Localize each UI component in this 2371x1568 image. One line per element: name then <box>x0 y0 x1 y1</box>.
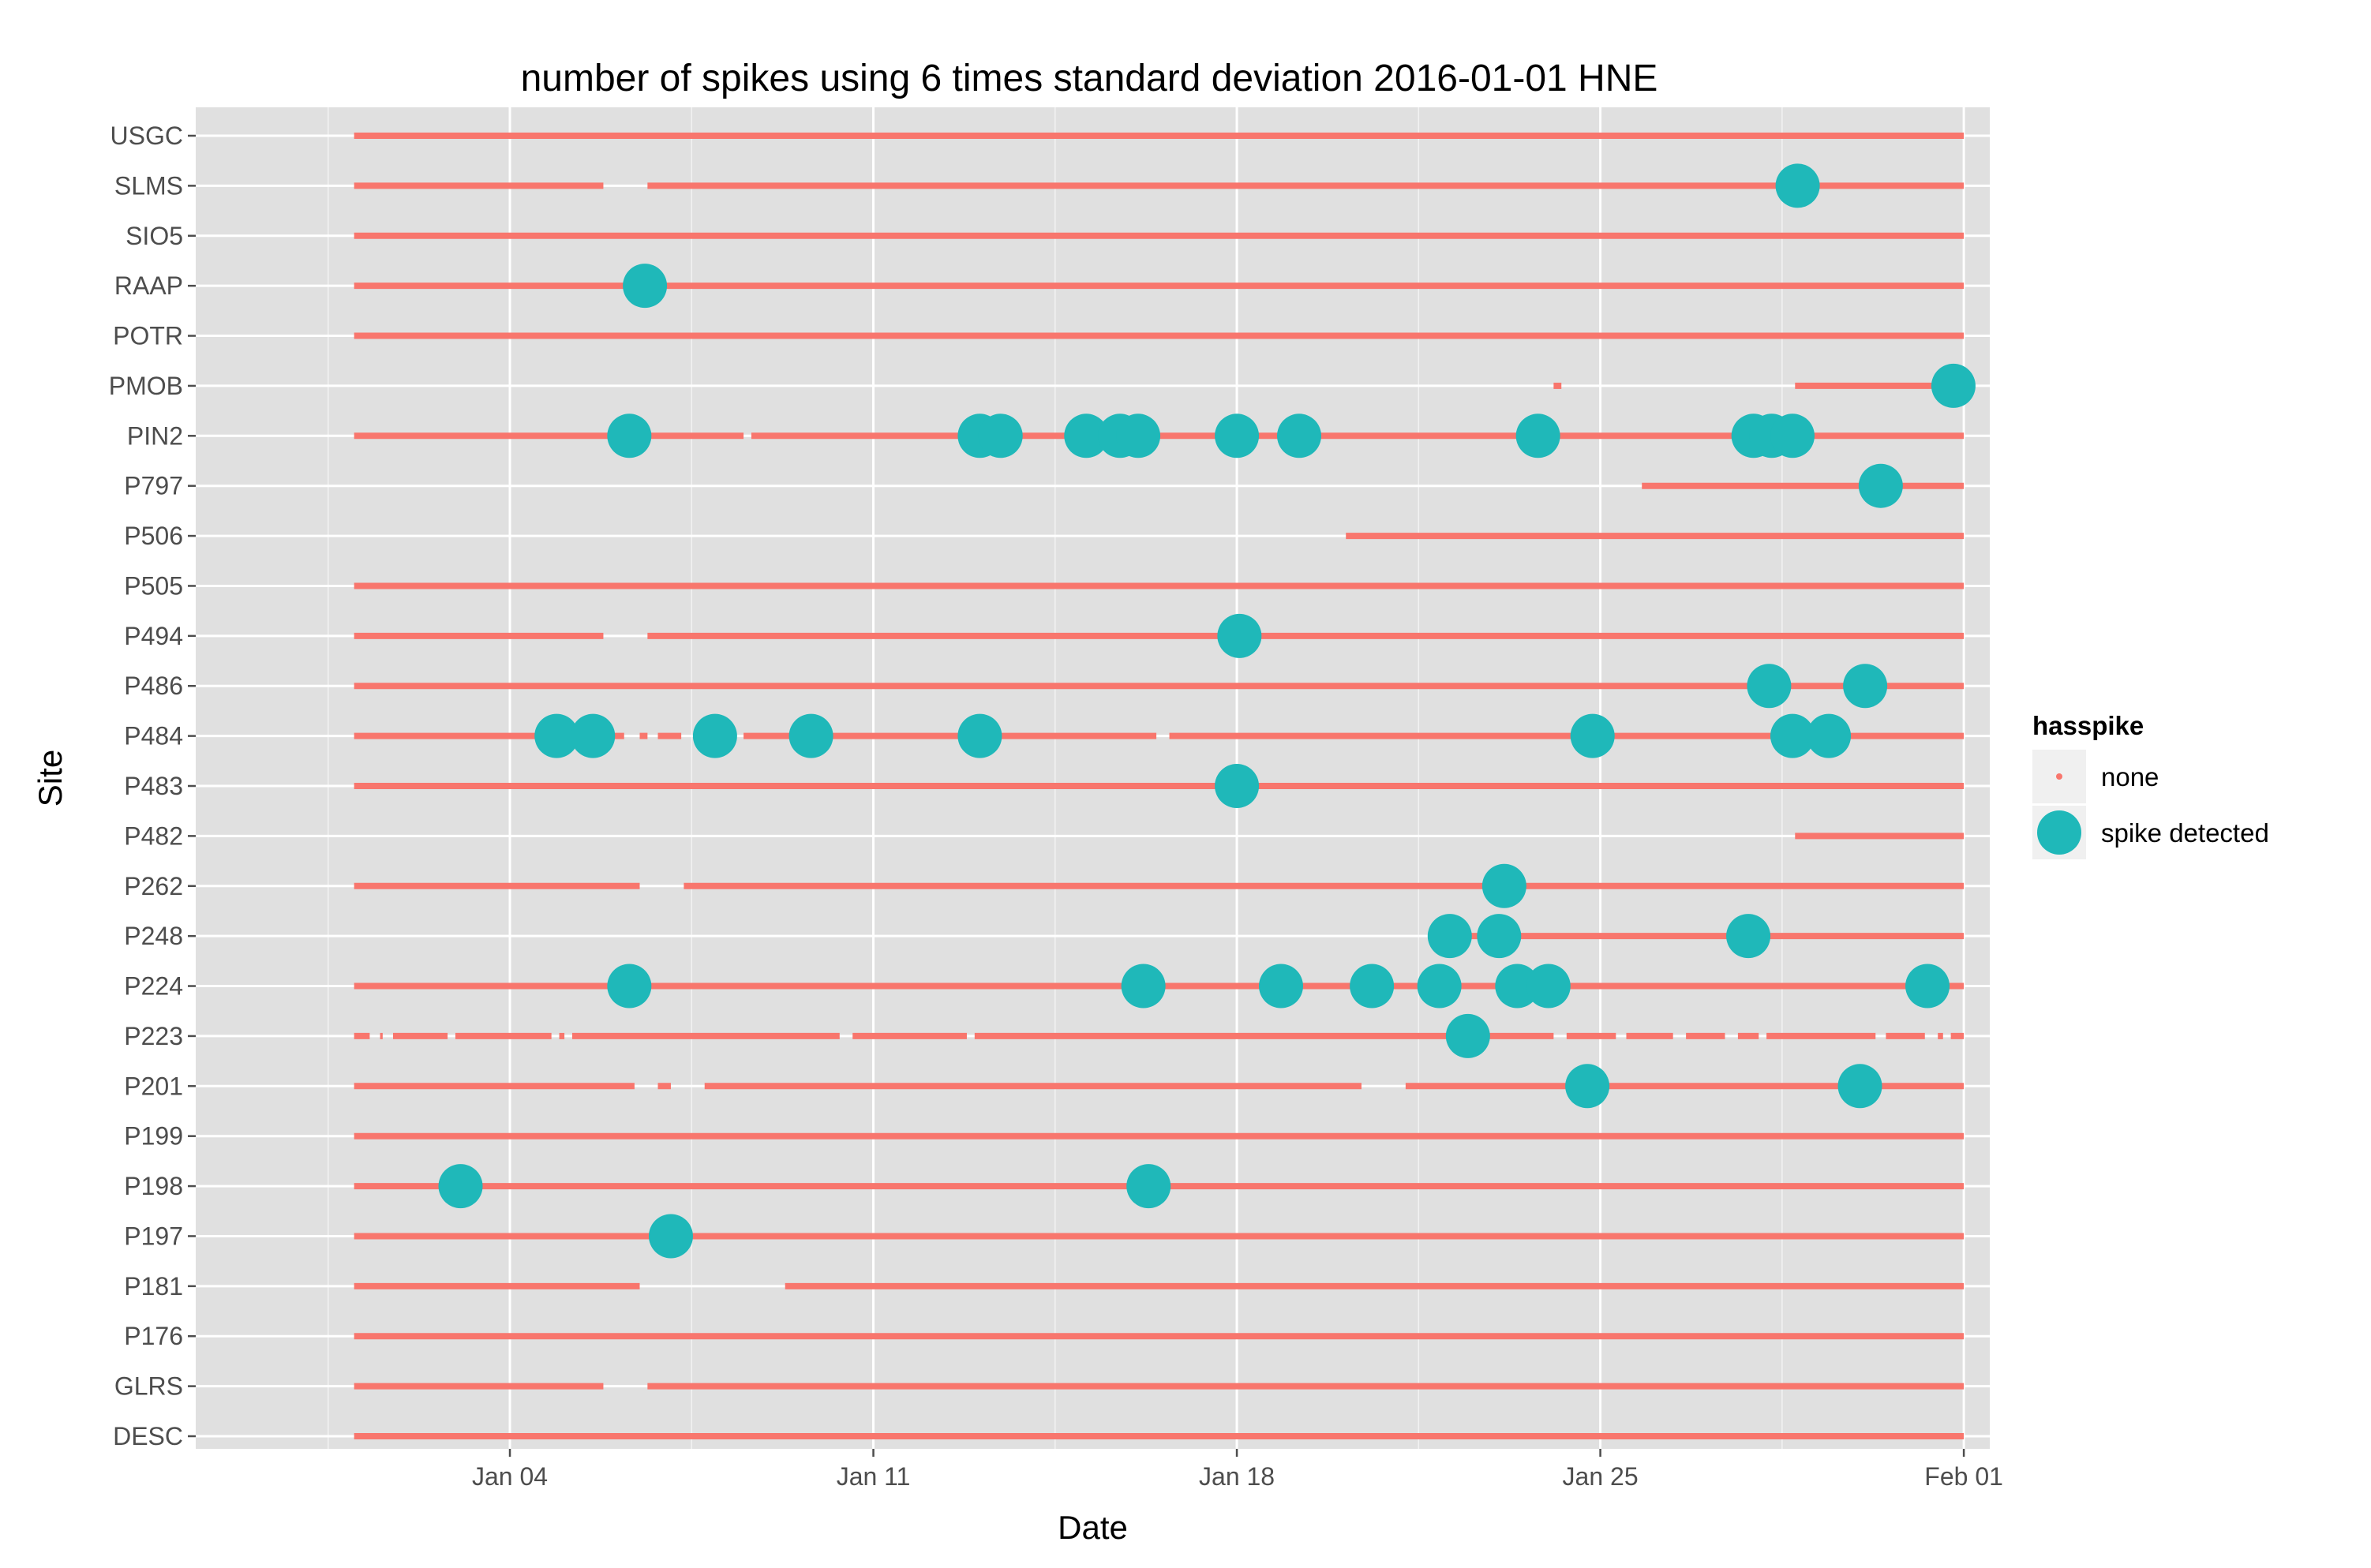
spike-point <box>1427 914 1472 959</box>
spike-point <box>957 713 1002 758</box>
spike-point <box>1770 414 1815 458</box>
spike-point <box>607 414 652 458</box>
y-tick-label: RAAP <box>114 271 183 300</box>
spike-point <box>1495 964 1540 1009</box>
spike-point <box>438 1164 483 1209</box>
spike-point <box>1126 1164 1171 1209</box>
spike-point <box>1215 414 1260 458</box>
spike-point <box>1258 964 1303 1009</box>
y-tick-label: USGC <box>110 122 183 150</box>
x-tick-label: Jan 11 <box>837 1462 911 1491</box>
x-tick-label: Feb 01 <box>1924 1462 2003 1491</box>
spike-point <box>978 414 1023 458</box>
spike-point <box>648 1214 693 1259</box>
y-tick-label: P482 <box>124 821 183 850</box>
spike-point <box>1350 964 1395 1009</box>
spike-point <box>623 264 668 309</box>
y-tick-label: P484 <box>124 722 183 750</box>
y-tick-label: GLRS <box>114 1372 183 1401</box>
spike-point <box>1445 1013 1490 1058</box>
y-axis-title: Site <box>32 750 69 806</box>
x-tick-label: Jan 04 <box>472 1462 548 1491</box>
y-tick-label: P505 <box>124 571 183 600</box>
spike-point <box>1843 664 1888 709</box>
minor-gridlines <box>328 107 1783 1449</box>
y-tick-label: POTR <box>113 322 183 350</box>
spike-point <box>1775 163 1820 208</box>
spike-point <box>692 713 737 758</box>
spike-point <box>1770 713 1815 758</box>
x-axis-title: Date <box>1058 1509 1128 1546</box>
spike-point <box>1858 463 1903 508</box>
y-tick-label: P506 <box>124 522 183 550</box>
y-tick-label: P224 <box>124 972 183 1001</box>
spike-point <box>607 964 652 1009</box>
y-tick-label: P262 <box>124 872 183 900</box>
y-tick-label: P797 <box>124 472 183 500</box>
legend-dot-spike <box>2037 810 2081 855</box>
y-tick-label: P223 <box>124 1022 183 1050</box>
spike-point <box>1747 664 1792 709</box>
y-tick-label: P486 <box>124 672 183 700</box>
spike-point <box>1905 964 1950 1009</box>
y-tick-label: P483 <box>124 772 183 800</box>
x-tick-label: Jan 25 <box>1563 1462 1639 1491</box>
spike-point <box>1481 863 1526 908</box>
y-tick-label: P494 <box>124 622 183 650</box>
y-tick-label: P248 <box>124 922 183 950</box>
chart-title: number of spikes using 6 times standard … <box>521 58 1658 99</box>
spike-point <box>1215 764 1260 808</box>
y-tick-label: SLMS <box>114 171 183 200</box>
y-tick-label: P201 <box>124 1072 183 1100</box>
legend-title: hasspike <box>2032 711 2144 740</box>
spike-point <box>1121 964 1166 1009</box>
spike-point <box>1417 964 1462 1009</box>
y-tick-label: P198 <box>124 1172 183 1200</box>
spike-point <box>1515 414 1560 458</box>
spike-point <box>1217 613 1262 658</box>
spike-point <box>1526 964 1571 1009</box>
spike-markers <box>438 163 1976 1259</box>
spike-point <box>1726 914 1771 959</box>
legend: hasspike none spike detected <box>2032 711 2269 859</box>
y-axis: USGC SLMS SIO5 RAAP POTR PMOB PIN2 P797 P506 P505… <box>109 122 196 1450</box>
legend-dot-none <box>2056 773 2062 780</box>
plot-panel <box>196 107 1990 1449</box>
spike-point <box>1570 713 1615 758</box>
y-tick-label: PIN2 <box>127 421 183 450</box>
y-tick-label: P197 <box>124 1222 183 1250</box>
spike-point <box>1277 414 1322 458</box>
y-tick-label: DESC <box>113 1422 183 1450</box>
spike-point <box>1116 414 1161 458</box>
y-tick-label: SIO5 <box>125 222 183 250</box>
spike-point <box>1931 363 1976 408</box>
spike-point <box>1837 1064 1882 1109</box>
x-tick-label: Jan 18 <box>1199 1462 1275 1491</box>
legend-label-spike: spike detected <box>2101 818 2269 848</box>
y-tick-label: P199 <box>124 1122 183 1151</box>
y-tick-label: PMOB <box>109 372 183 400</box>
spike-point <box>1064 414 1109 458</box>
spike-point <box>1565 1064 1610 1109</box>
spike-point <box>1807 713 1852 758</box>
spike-point <box>788 713 833 758</box>
spike-point <box>1477 914 1522 959</box>
spike-point <box>571 713 616 758</box>
y-tick-label: P181 <box>124 1272 183 1300</box>
y-tick-label: P176 <box>124 1322 183 1350</box>
spike-point <box>534 713 579 758</box>
x-axis: Jan 04 Jan 11 Jan 18 Jan 25 Feb 01 <box>472 1449 2003 1491</box>
legend-label-none: none <box>2101 762 2159 791</box>
